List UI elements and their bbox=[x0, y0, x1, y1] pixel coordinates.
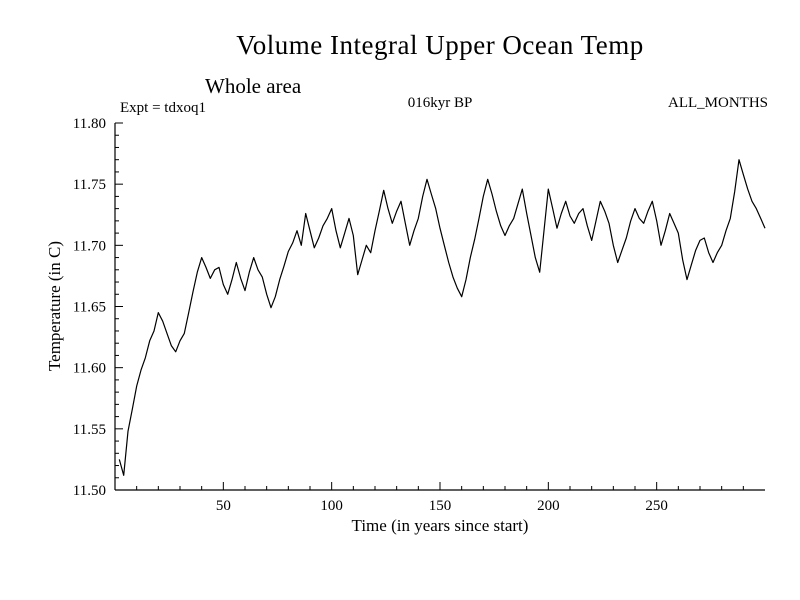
kyr-bp-label: 016kyr BP bbox=[407, 95, 473, 111]
svg-text:11.70: 11.70 bbox=[73, 238, 106, 254]
months-label: ALL_MONTHS bbox=[668, 95, 768, 111]
svg-text:50: 50 bbox=[216, 498, 231, 514]
svg-text:11.55: 11.55 bbox=[73, 422, 106, 438]
svg-text:200: 200 bbox=[537, 498, 560, 514]
chart-subtitle: Whole area bbox=[205, 74, 302, 98]
temperature-series-line bbox=[118, 159, 766, 476]
x-axis-title: Time (in years since start) bbox=[351, 516, 529, 535]
svg-text:150: 150 bbox=[429, 498, 452, 514]
experiment-label: Expt = tdxoq1 bbox=[120, 100, 206, 116]
chart-title: Volume Integral Upper Ocean Temp bbox=[236, 30, 644, 60]
svg-text:250: 250 bbox=[645, 498, 668, 514]
svg-text:100: 100 bbox=[320, 498, 343, 514]
svg-text:11.60: 11.60 bbox=[73, 361, 106, 377]
svg-text:11.80: 11.80 bbox=[73, 116, 106, 132]
svg-text:11.75: 11.75 bbox=[73, 177, 106, 193]
svg-text:11.65: 11.65 bbox=[73, 300, 106, 316]
svg-text:11.50: 11.50 bbox=[73, 483, 106, 499]
